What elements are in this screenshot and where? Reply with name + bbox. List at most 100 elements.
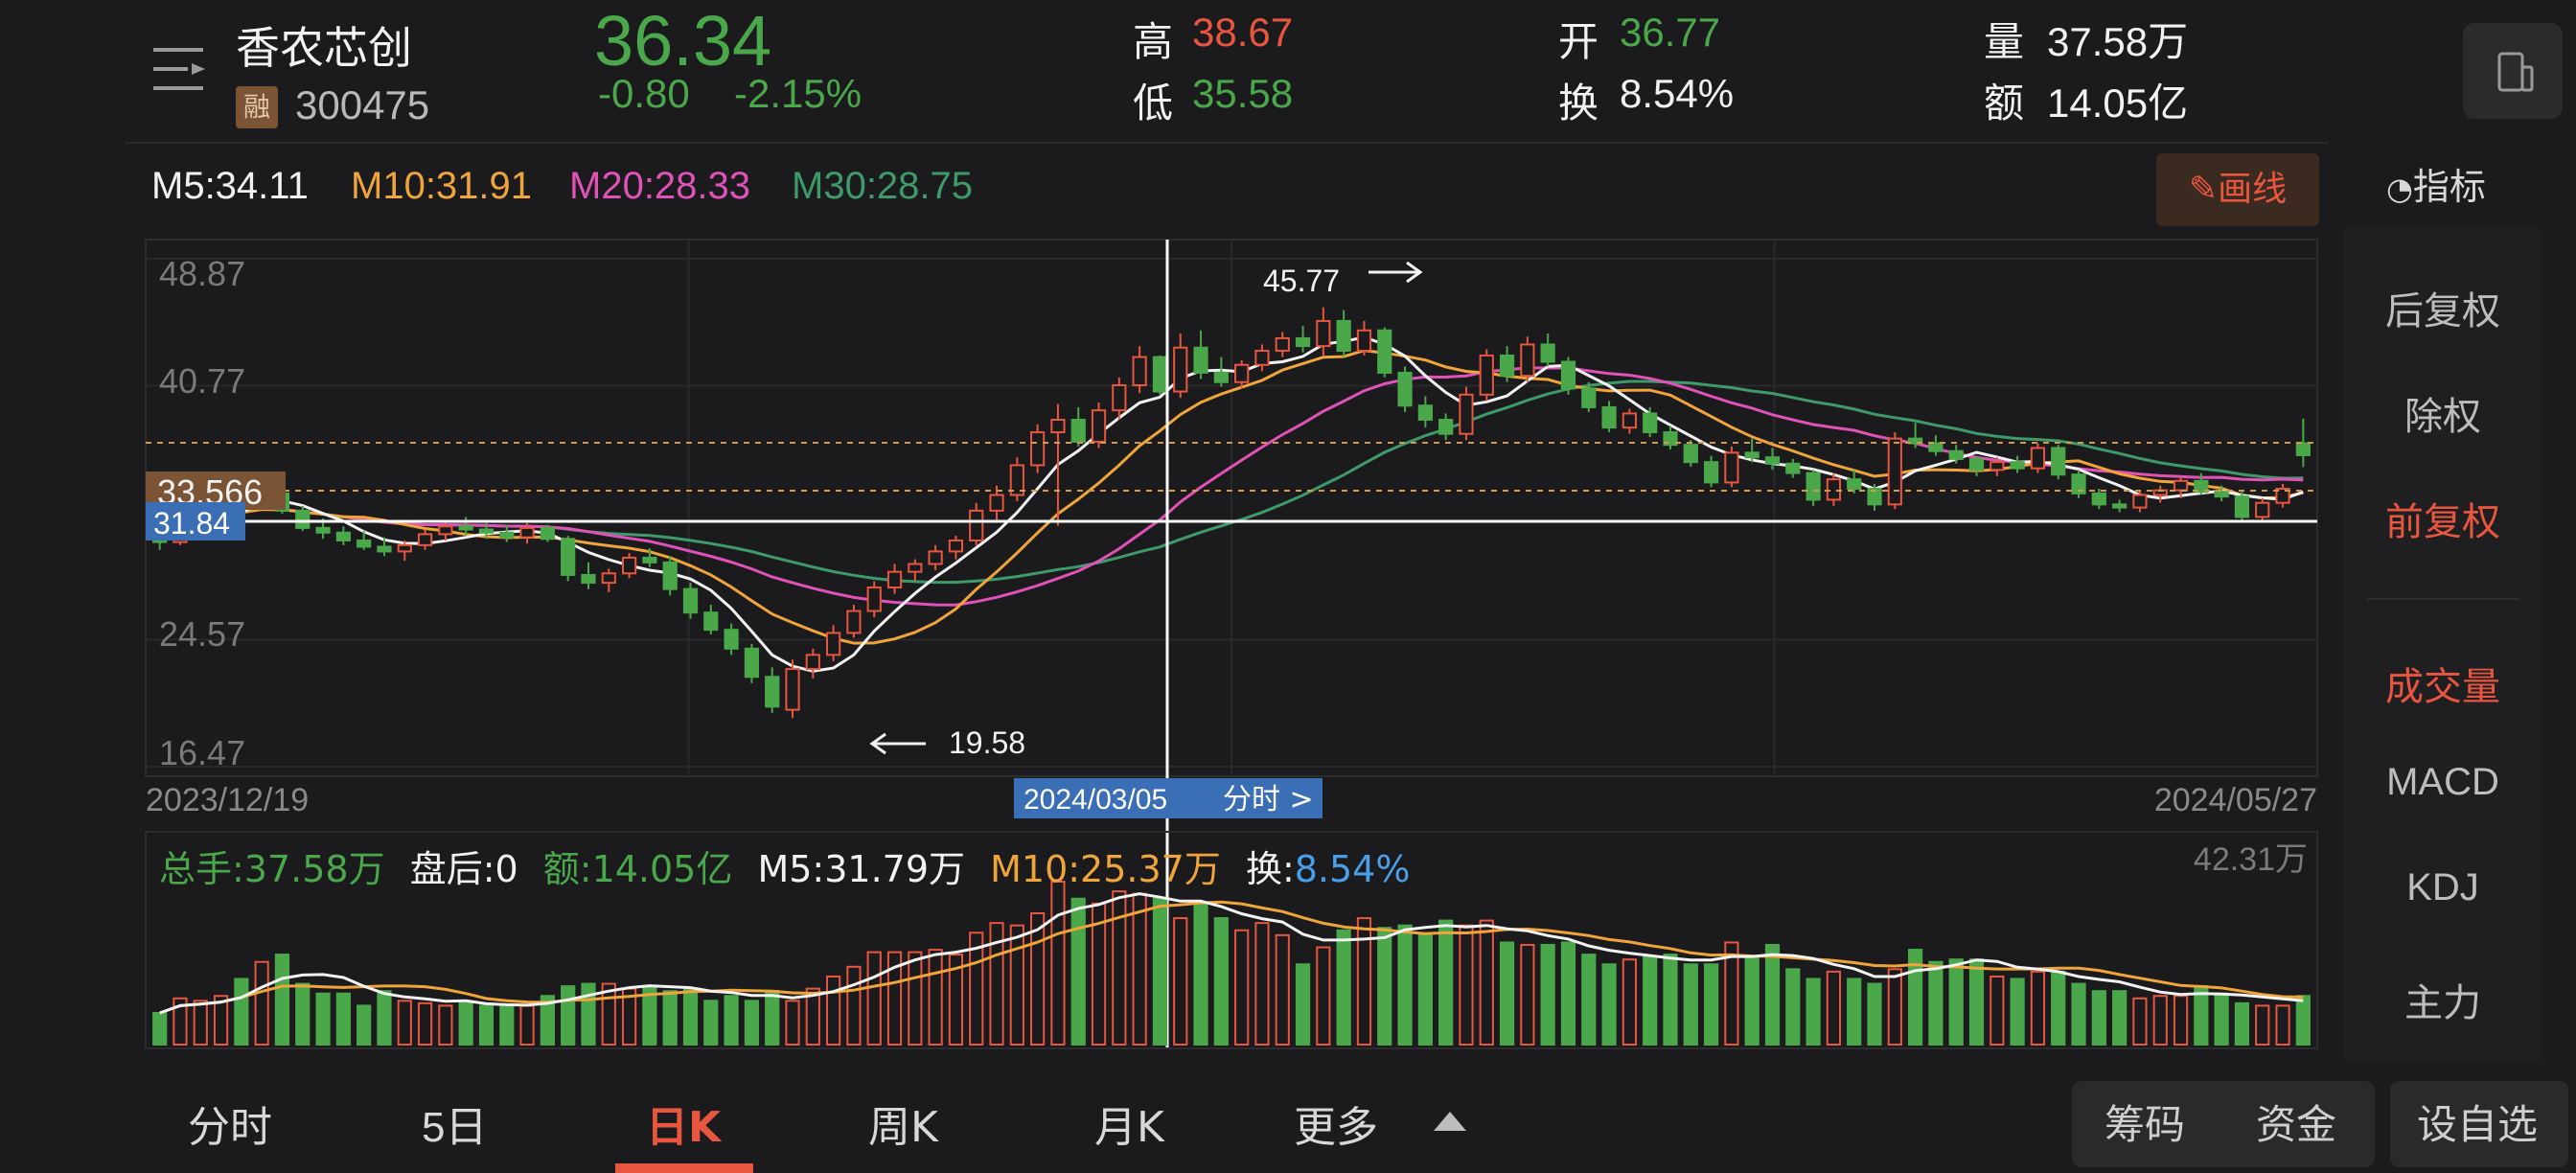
last-price: 36.34 [594, 1, 772, 80]
volume-bar [1560, 941, 1576, 1046]
candle-body [886, 570, 903, 589]
ma5-legend: M5:34.11 [151, 165, 309, 207]
volume-bar [785, 1000, 800, 1046]
volume-panel-frame [145, 831, 2318, 1049]
candle-body [1968, 457, 1985, 472]
candle-body [2091, 492, 2106, 506]
candle-body [1479, 354, 1494, 396]
candle-body [1316, 319, 1331, 348]
volume-bar [478, 1004, 494, 1046]
arrow-left-icon [869, 732, 926, 755]
sidebar-item-post-adjust[interactable]: 后复权 [2385, 289, 2500, 334]
tab-5day[interactable]: 5日 [422, 1104, 488, 1151]
volume-bar [1622, 958, 1637, 1046]
candle-body [1070, 418, 1086, 443]
volume-bar [1887, 968, 1902, 1046]
volume-bar [846, 965, 862, 1046]
open-value: 36.77 [1620, 10, 1721, 55]
candle-body [805, 654, 820, 671]
y-tick-label: 48.87 [159, 254, 245, 293]
volume-bar [417, 1001, 433, 1046]
volume-bar [765, 990, 780, 1046]
tab-more[interactable]: 更多 [1294, 1103, 1378, 1152]
candle-body [846, 610, 862, 634]
volume-bar [1724, 941, 1739, 1046]
volume-bar [1744, 955, 1760, 1046]
sidebar-item-volume[interactable]: 成交量 [2385, 665, 2500, 709]
volume-bar [2255, 1004, 2270, 1046]
tab-weekly-k[interactable]: 周K [868, 1103, 938, 1152]
volume-bar [662, 990, 678, 1046]
landscape-toggle-button[interactable] [2463, 23, 2563, 119]
candle-body [2173, 479, 2189, 492]
gauge-icon: ◔ [2386, 171, 2413, 207]
volume-bar [152, 1012, 168, 1046]
volume-bar [1417, 933, 1433, 1046]
candle-body [1703, 461, 1719, 484]
volume-max-label: 42.31万 [2194, 841, 2308, 878]
x-start-label: 2023/12/19 [146, 782, 309, 818]
tab-daily-k[interactable]: 日K [646, 1103, 722, 1152]
candle-body [2214, 491, 2229, 498]
candle-body [826, 632, 841, 656]
sidebar-item-kdj[interactable]: KDJ [2406, 866, 2479, 908]
candle-body [1581, 387, 1597, 408]
tab-monthly-k[interactable]: 月K [1094, 1103, 1164, 1152]
y-tick-label: 16.47 [159, 733, 245, 772]
sidebar-item-main-force[interactable]: 主力 [2404, 981, 2481, 1025]
volume-bar [886, 951, 903, 1046]
candle-body [2194, 479, 2209, 494]
tab-intraday[interactable]: 分时 [188, 1103, 272, 1152]
candle-body [1459, 393, 1474, 435]
candle-body [519, 526, 535, 539]
volume-bar [1908, 949, 1923, 1046]
sidebar-item-pre-adjust[interactable]: 前复权 [2385, 500, 2500, 544]
volume-total: 总手:37.58万 [159, 848, 385, 890]
cursor-price-tag [146, 502, 245, 540]
caret-up-icon[interactable] [1434, 1110, 1466, 1135]
volume-bar [1928, 960, 1944, 1046]
chips-button[interactable]: 筹码 [2104, 1101, 2186, 1148]
volume-bar [438, 1004, 453, 1046]
volume-bar [1152, 897, 1168, 1046]
volume-bar [213, 995, 229, 1046]
volume-m10: M10:25.37万 [990, 848, 1221, 890]
draw-line-button[interactable]: ✎画线 [2156, 153, 2319, 226]
candle-body [1663, 431, 1678, 447]
candle-body [1643, 412, 1658, 434]
intraday-link[interactable]: 分时 > [1223, 783, 1314, 816]
volume-bar [1438, 919, 1454, 1046]
volume-bar [1520, 943, 1535, 1046]
volume-bar [1377, 927, 1392, 1046]
candle-body [1601, 405, 1617, 429]
sidebar-item-ex-rights[interactable]: 除权 [2404, 395, 2481, 439]
volume-bar [2010, 978, 2025, 1046]
candle-body [1540, 343, 1555, 363]
volume-bar [2091, 990, 2106, 1046]
indicator-button[interactable]: ◔指标 [2386, 157, 2486, 210]
cursor-date-tag[interactable] [1014, 778, 1322, 818]
add-favorite-button[interactable] [2390, 1081, 2568, 1167]
candle-body [1806, 472, 1821, 501]
candle-body [561, 538, 576, 576]
volume-bar [1540, 943, 1555, 1046]
volume-bar [1806, 978, 1821, 1046]
candle-body [724, 629, 739, 650]
candle-body [1622, 412, 1637, 429]
volume-bar [1826, 970, 1842, 1046]
candle-body [1193, 346, 1208, 374]
candle-body [2030, 447, 2046, 470]
candle-body [1234, 363, 1250, 383]
funds-button[interactable]: 资金 [2256, 1101, 2337, 1148]
volume-value: 37.58万 [2047, 19, 2189, 64]
volume-bar [172, 997, 188, 1046]
volume-bar [1112, 890, 1127, 1046]
ma10-line [158, 349, 2304, 645]
volume-bar [234, 978, 249, 1046]
high-label: 高 [1133, 18, 1174, 65]
volume-bar [356, 1004, 372, 1046]
menu-icon[interactable] [153, 46, 207, 94]
volume-bar [1703, 963, 1719, 1046]
sidebar-item-macd[interactable]: MACD [2386, 761, 2499, 803]
